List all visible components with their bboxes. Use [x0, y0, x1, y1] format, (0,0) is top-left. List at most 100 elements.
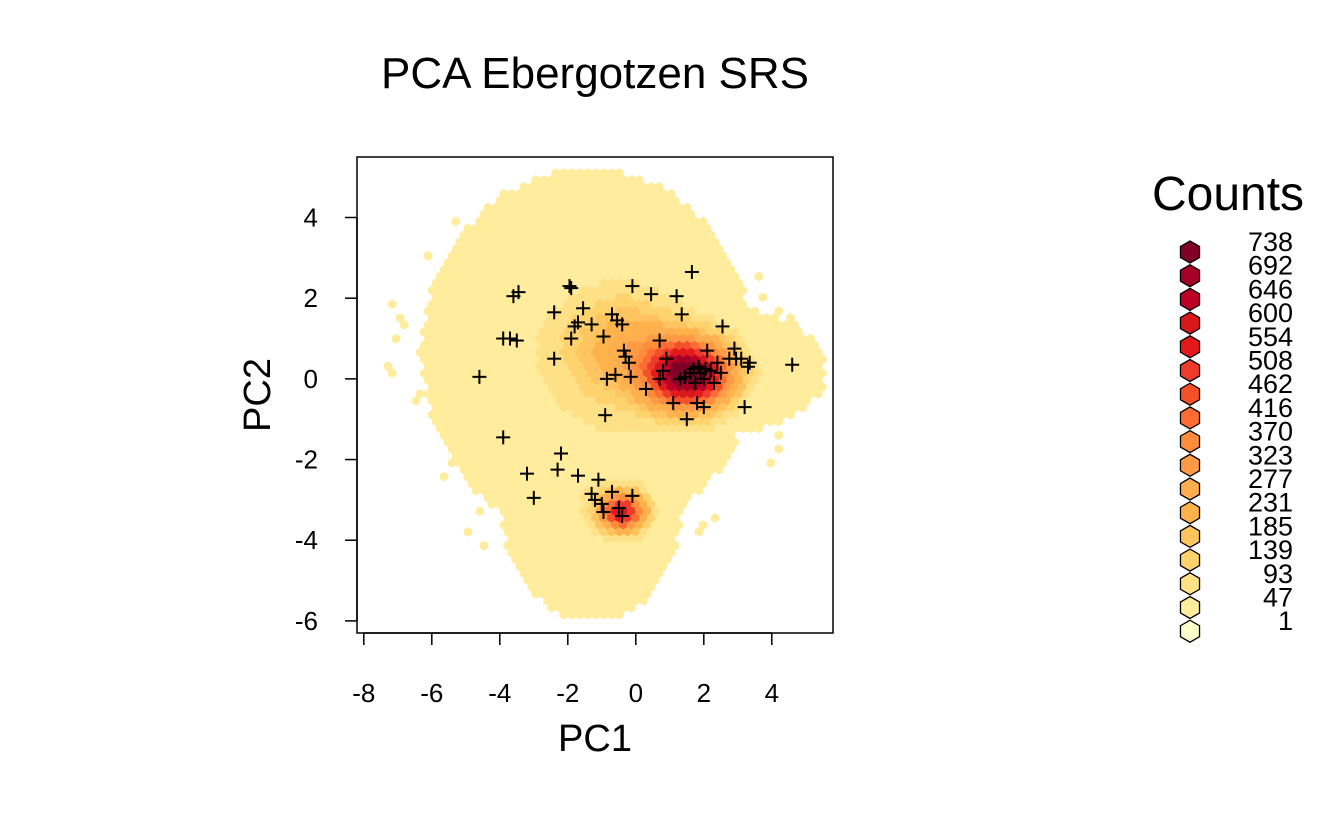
legend-swatch: [1179, 311, 1201, 335]
overlay-point: [674, 307, 689, 322]
overlay-point: [594, 496, 609, 511]
overlay-point: [584, 317, 599, 332]
legend-swatch: [1179, 263, 1201, 288]
legend-label: 1: [1278, 606, 1293, 636]
overlay-point: [727, 341, 742, 356]
overlay-point: [622, 355, 636, 370]
legend-item: 646: [1179, 274, 1293, 312]
overlay-point: [659, 351, 674, 366]
hex-bin: [758, 292, 767, 303]
overlay-point: [715, 319, 730, 334]
legend-item: 185: [1179, 511, 1293, 549]
legend-label: 416: [1248, 393, 1293, 423]
legend-item: 738: [1179, 227, 1293, 264]
chart-title: PCA Ebergotzen SRS: [381, 49, 809, 98]
overlay-point: [562, 279, 577, 294]
legend-label: 93: [1263, 559, 1293, 589]
hex-bin: [814, 389, 823, 399]
overlay-point: [616, 343, 631, 358]
overlay-point: [700, 343, 715, 358]
overlay-point: [710, 355, 725, 370]
x-tick-label: 4: [765, 678, 779, 708]
legend-item: 692: [1179, 251, 1293, 288]
y-tick-label: 4: [304, 203, 318, 233]
hexbin-density-layer: [384, 168, 827, 620]
overlay-point: [707, 375, 721, 390]
legend-label: 185: [1248, 511, 1293, 541]
overlay-point: [666, 396, 681, 411]
y-axis-label: PC2: [237, 358, 279, 432]
legend-item: 139: [1179, 535, 1293, 572]
overlay-point: [526, 490, 541, 505]
overlay-point: [608, 367, 623, 382]
hex-bin: [774, 430, 783, 441]
legend-swatch: [1179, 335, 1201, 359]
hex-bin: [411, 395, 421, 406]
overlay-point: [696, 400, 711, 415]
legend-title: Counts: [1152, 168, 1304, 221]
hex-bin: [531, 589, 540, 599]
overlay-point: [591, 472, 606, 487]
legend-item: 416: [1179, 393, 1293, 430]
overlay-point: [547, 305, 562, 320]
overlay-point: [703, 363, 718, 378]
hex-bin: [786, 409, 795, 420]
legend-label: 370: [1248, 417, 1293, 447]
overlay-point: [472, 369, 487, 384]
legend-label: 139: [1248, 535, 1293, 565]
legend: Counts 738692646600554508462416370323277…: [1152, 168, 1304, 643]
legend-swatch: [1179, 453, 1201, 478]
legend-label: 600: [1248, 298, 1293, 328]
legend-item: 1: [1179, 606, 1293, 643]
legend-swatch: [1179, 287, 1201, 312]
x-tick-label: 2: [697, 678, 711, 708]
overlay-point: [669, 289, 684, 304]
x-axis-label: PC1: [558, 718, 632, 760]
overlay-point: [520, 466, 534, 481]
legend-item: 370: [1179, 417, 1293, 454]
legend-item: 508: [1179, 346, 1293, 383]
legend-swatch: [1179, 619, 1201, 643]
overlay-point: [511, 285, 526, 300]
legend-swatch: [1179, 572, 1201, 596]
y-tick-label: 0: [304, 364, 318, 394]
legend-label: 646: [1248, 274, 1293, 304]
legend-swatch: [1179, 358, 1201, 383]
hex-bin: [479, 540, 489, 551]
hex-bin: [423, 251, 433, 261]
overlay-point: [656, 363, 670, 378]
legend-label: 323: [1248, 440, 1293, 470]
legend-swatch: [1179, 595, 1201, 620]
overlay-point: [785, 357, 800, 372]
legend-item: 323: [1179, 440, 1293, 478]
y-axis: -6 -4 -2 0 2 4: [295, 203, 358, 636]
hex-bin: [754, 271, 763, 282]
overlay-point: [598, 408, 613, 423]
overlay-point: [571, 468, 585, 483]
overlay-point: [644, 287, 659, 302]
overlay-point: [550, 462, 565, 477]
legend-label: 692: [1248, 251, 1293, 281]
legend-swatch: [1179, 429, 1201, 454]
overlay-point: [691, 359, 706, 374]
hex-bin: [710, 513, 720, 523]
legend-swatch: [1179, 477, 1201, 501]
legend-item: 554: [1179, 322, 1293, 359]
hex-bin: [451, 216, 461, 227]
y-tick-label: -4: [295, 525, 318, 555]
overlay-point: [564, 331, 579, 346]
overlay-point: [652, 333, 667, 348]
hex-bin: [774, 444, 783, 454]
legend-label: 277: [1248, 464, 1293, 494]
overlay-point: [615, 509, 630, 524]
overlay-points-layer: [472, 264, 800, 524]
overlay-point: [584, 486, 599, 501]
legend-label: 47: [1263, 583, 1293, 613]
legend-swatch: [1179, 382, 1201, 406]
overlay-point: [599, 371, 614, 386]
overlay-point: [496, 430, 511, 445]
hex-bin: [400, 320, 409, 330]
hex-bin: [615, 609, 624, 620]
hex-bin: [463, 527, 473, 537]
overlay-point: [596, 504, 611, 519]
